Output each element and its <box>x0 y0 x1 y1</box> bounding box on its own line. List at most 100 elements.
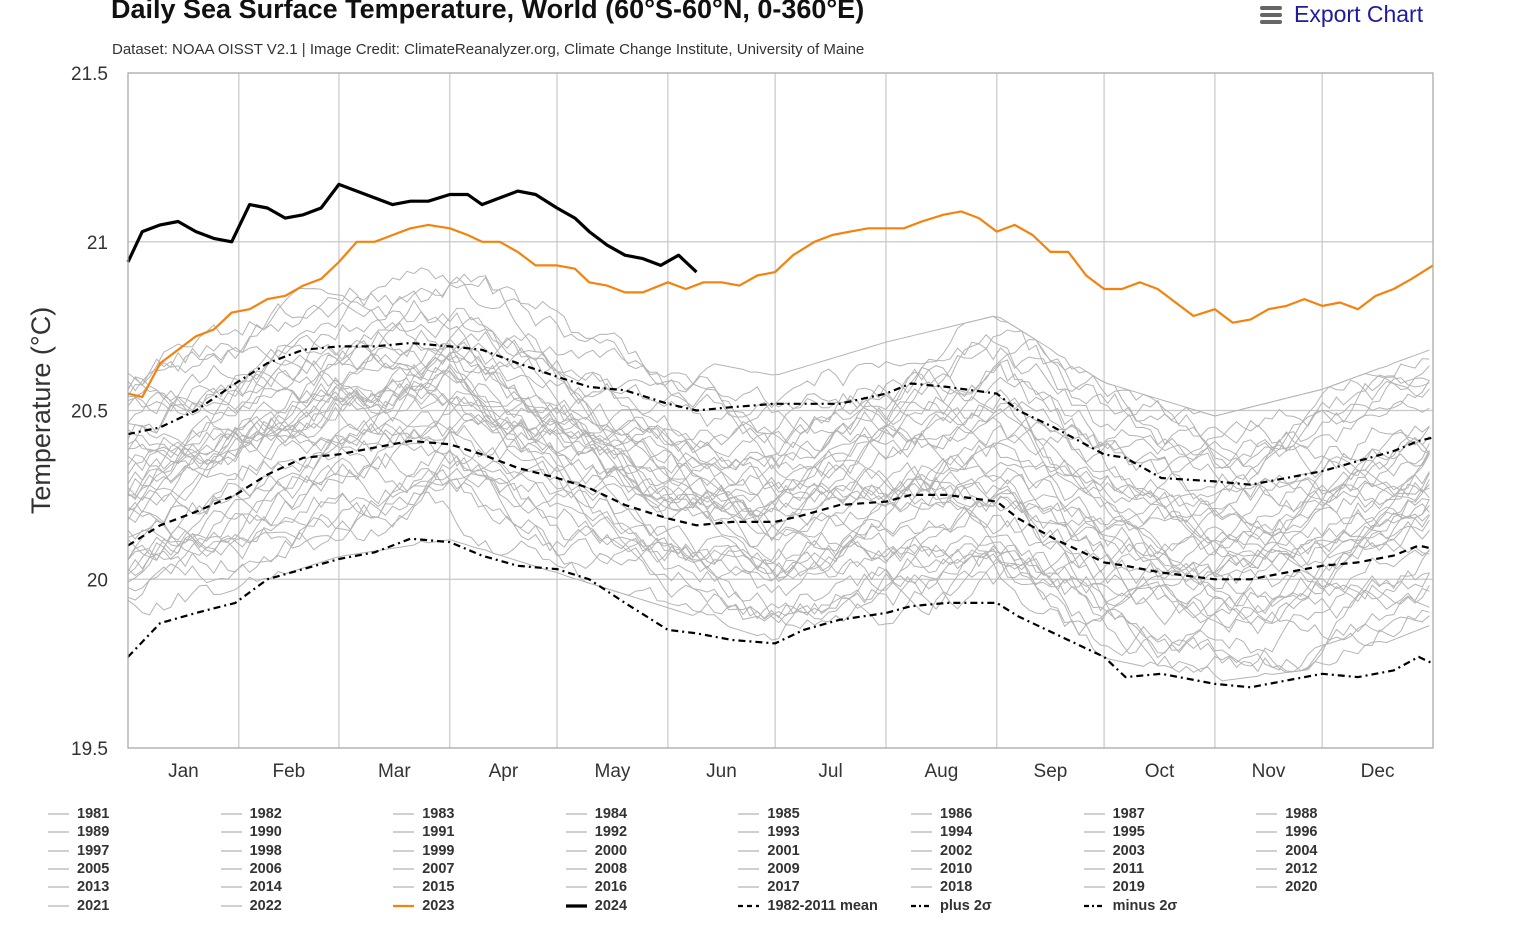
legend-item[interactable]: minus 2σ <box>1083 897 1177 915</box>
legend-item[interactable]: 2024 <box>565 897 628 915</box>
legend-label: 2016 <box>594 879 628 896</box>
legend-label: 2011 <box>1112 860 1145 877</box>
series-line-2024 <box>126 182 698 274</box>
legend-item[interactable]: 2009 <box>738 860 800 878</box>
legend-item[interactable]: 2001 <box>738 842 800 860</box>
legend-item[interactable]: 2023 <box>393 897 454 915</box>
series-line-2018 <box>127 341 1430 523</box>
legend-item[interactable]: 1993 <box>738 823 800 841</box>
series-line-1985 <box>127 491 1430 682</box>
legend-item[interactable]: 2011 <box>1083 860 1145 878</box>
x-tick-label: Jul <box>818 761 842 782</box>
legend-item[interactable]: 2020 <box>1256 878 1317 896</box>
chart-subtitle: Dataset: NOAA OISST V2.1 | Image Credit:… <box>112 41 865 58</box>
legend-label: 2001 <box>767 842 800 859</box>
legend-item[interactable]: 1998 <box>220 842 282 860</box>
legend-item[interactable]: 2015 <box>393 878 454 896</box>
series-line-2016 <box>127 273 1430 568</box>
series-line-1992 <box>127 404 1430 621</box>
legend-swatch <box>911 849 932 852</box>
legend-label: 1988 <box>1285 806 1318 822</box>
legend-label: 2019 <box>1112 879 1145 896</box>
legend-swatch <box>393 886 415 888</box>
legend-item[interactable]: 1991 <box>393 823 454 841</box>
x-tick-label: Jan <box>168 761 199 782</box>
legend-item[interactable]: 2005 <box>48 860 109 878</box>
legend-swatch <box>911 868 932 870</box>
legend-item[interactable]: 1983 <box>393 805 454 823</box>
series-line-2020 <box>127 307 1430 444</box>
series-line-1981 <box>127 478 1430 674</box>
legend-item[interactable]: 2003 <box>1083 842 1145 860</box>
legend-item[interactable]: 2017 <box>738 878 800 896</box>
legend-label: 1981 <box>77 806 110 822</box>
legend-swatch <box>565 886 587 888</box>
legend-item[interactable]: 2007 <box>393 860 454 878</box>
legend-item[interactable]: 1992 <box>565 823 628 841</box>
legend-item[interactable]: 1988 <box>1256 805 1317 823</box>
legend-swatch <box>911 886 932 888</box>
legend-swatch <box>48 904 69 907</box>
legend-label: 1995 <box>1112 824 1145 841</box>
legend-label: 1992 <box>594 824 628 841</box>
series-line-1997 <box>127 414 1430 629</box>
legend-label: 2005 <box>77 860 110 877</box>
legend-item[interactable]: 2014 <box>220 878 282 896</box>
legend-item[interactable]: 1996 <box>1256 823 1317 841</box>
legend-item[interactable]: 2006 <box>220 860 282 878</box>
legend-swatch <box>738 868 760 870</box>
legend-item[interactable]: 1981 <box>48 805 109 823</box>
legend-label: 2007 <box>422 860 455 877</box>
legend-label: 1998 <box>249 842 282 859</box>
legend-item[interactable]: 1995 <box>1083 823 1145 841</box>
export-chart-label[interactable]: Export Chart <box>1294 1 1424 27</box>
legend-item[interactable]: 1989 <box>48 823 109 841</box>
legend-swatch <box>220 904 242 907</box>
series-line-1982-2011-mean <box>127 439 1434 581</box>
legend-item[interactable]: plus 2σ <box>911 897 992 915</box>
legend-swatch <box>1083 886 1105 888</box>
legend-item[interactable]: 2022 <box>220 897 282 915</box>
legend-label: 1990 <box>249 824 282 841</box>
x-tick-label: Dec <box>1361 761 1395 782</box>
legend-item[interactable]: 1990 <box>220 823 282 841</box>
legend-item[interactable]: 2013 <box>48 878 109 896</box>
legend-label: 2008 <box>594 860 628 877</box>
legend-label: 1987 <box>1112 806 1145 822</box>
legend-label: 2017 <box>767 879 800 896</box>
legend-label: 2024 <box>594 897 628 914</box>
legend-swatch <box>738 886 760 888</box>
legend-item[interactable]: 2008 <box>565 860 628 878</box>
legend-label: 2000 <box>594 842 628 859</box>
legend-item[interactable]: 1986 <box>911 805 972 823</box>
hamburger-menu-icon[interactable] <box>1260 5 1282 24</box>
series-line-1993 <box>127 422 1430 595</box>
legend-item[interactable]: 1982 <box>220 805 282 823</box>
legend-item[interactable]: 1997 <box>48 842 109 860</box>
x-tick-label: Oct <box>1145 761 1175 782</box>
legend-item[interactable]: 2019 <box>1083 878 1145 896</box>
legend-item[interactable]: 1987 <box>1083 805 1145 823</box>
legend-item[interactable]: 1984 <box>565 805 627 823</box>
legend-item[interactable]: 1985 <box>738 805 800 823</box>
legend-swatch <box>1256 849 1278 852</box>
legend-item[interactable]: 2004 <box>1256 842 1317 860</box>
series-line-2011 <box>127 366 1430 520</box>
legend-item[interactable]: 2012 <box>1256 860 1317 878</box>
series-line-2012 <box>127 316 1430 467</box>
legend-swatch <box>220 849 242 852</box>
legend-swatch <box>393 904 415 907</box>
legend-item[interactable]: 1982-2011 mean <box>738 897 878 915</box>
legend-item[interactable]: 2016 <box>565 878 628 896</box>
legend-item[interactable]: 2002 <box>911 842 972 860</box>
legend-item[interactable]: 2018 <box>911 878 972 896</box>
legend-item[interactable]: 1999 <box>393 842 454 860</box>
legend-item[interactable]: 1994 <box>911 823 972 841</box>
legend-item[interactable]: 2010 <box>911 860 972 878</box>
legend-item[interactable]: 2021 <box>48 897 109 915</box>
legend-item[interactable]: 2000 <box>565 842 628 860</box>
export-chart-button[interactable]: Export Chart <box>1260 1 1423 28</box>
y-tick-label: 20 <box>87 570 108 591</box>
legend-label: 2014 <box>249 879 282 896</box>
x-tick-label: Jun <box>706 761 737 782</box>
